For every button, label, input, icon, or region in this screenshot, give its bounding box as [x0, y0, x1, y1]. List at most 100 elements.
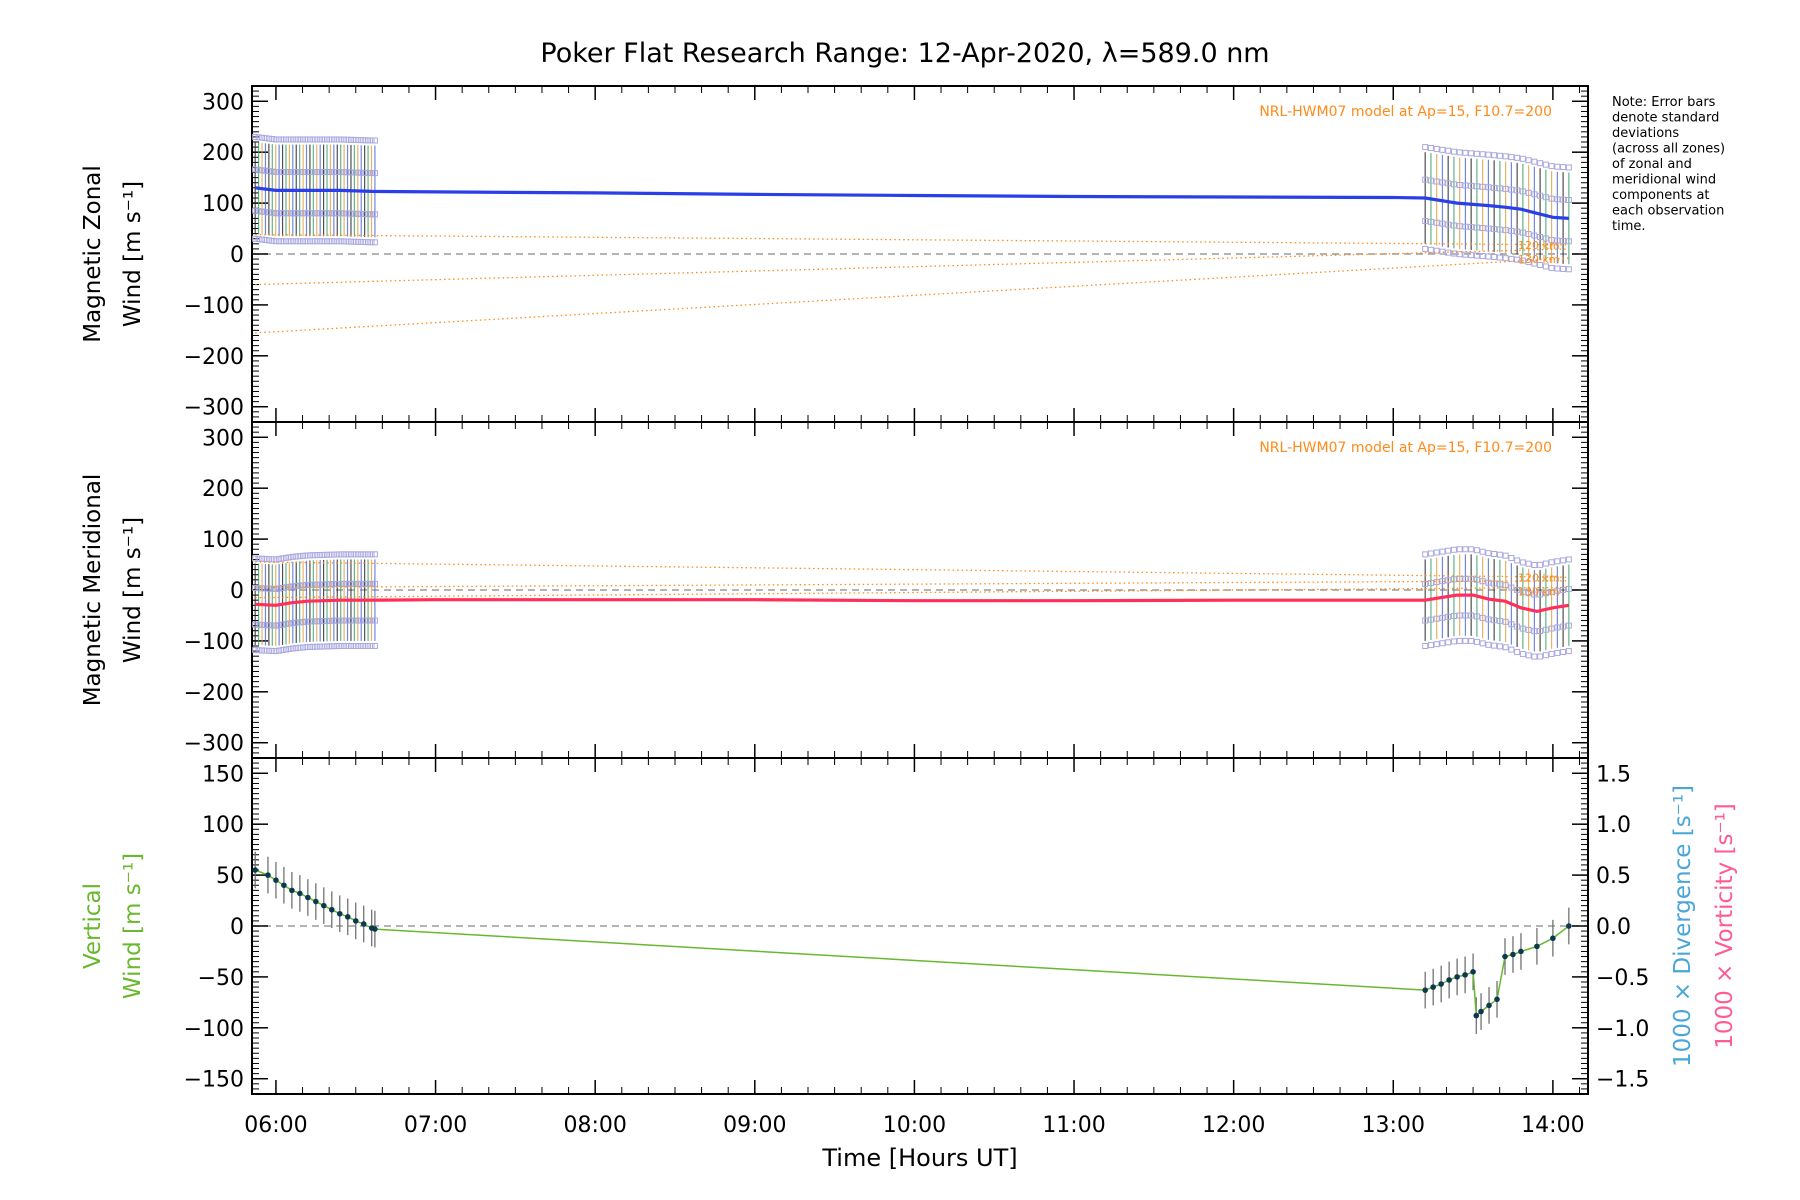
data-point: [1534, 943, 1540, 950]
zone-point: [282, 136, 289, 143]
zone-point: [317, 581, 324, 588]
zone-point: [341, 643, 348, 649]
zone-point: [293, 619, 300, 626]
zone-point: [1445, 249, 1452, 256]
zone-point: [303, 582, 310, 589]
data-points: [252, 867, 1572, 1019]
zone-point: [1485, 579, 1492, 586]
zone-point: [354, 210, 361, 217]
x-tick-label: 06:00: [244, 1113, 307, 1138]
zone-point: [1473, 547, 1480, 554]
zone-point: [1519, 229, 1526, 236]
zone-point: [1502, 582, 1509, 589]
data-point: [1478, 1008, 1484, 1015]
y-axis-label: Vertical: [80, 883, 106, 969]
zone-point: [1525, 231, 1532, 238]
zone-point: [1433, 247, 1440, 254]
x-tick-label: 07:00: [404, 1113, 467, 1138]
y2-tick-label: −1.0: [1596, 1017, 1649, 1042]
x-tick-label: 10:00: [883, 1113, 946, 1138]
zone-point: [341, 238, 348, 245]
zone-point: [289, 238, 296, 245]
zone-point: [327, 581, 334, 588]
zone-point: [320, 643, 327, 650]
zone-point: [306, 136, 313, 143]
zone-point: [368, 211, 375, 218]
zone-point: [351, 551, 358, 558]
zone-point: [368, 137, 375, 144]
y2-axis-label-vorticity: 1000 × Vorticity [s⁻¹]: [1712, 803, 1738, 1049]
figure-title: Poker Flat Research Range: 12-Apr-2020, …: [540, 38, 1269, 69]
zone-point: [303, 552, 310, 559]
data-point: [1430, 984, 1436, 990]
zone-point: [276, 622, 283, 629]
zone-point: [313, 643, 320, 650]
zone-point: [310, 643, 317, 650]
zone-point: [317, 643, 324, 650]
altitude-label: 120 km: [1518, 571, 1560, 584]
zone-point: [300, 238, 307, 245]
zone-point: [1560, 196, 1567, 203]
zone-point: [1519, 625, 1526, 632]
zone-point: [371, 170, 378, 177]
zone-point: [1491, 184, 1498, 191]
zone-point: [1560, 586, 1567, 593]
zone-point: [1514, 649, 1521, 656]
y-axis-label: Wind [m s⁻¹]: [120, 853, 146, 999]
data-point: [1518, 948, 1524, 955]
zone-point: [320, 210, 327, 217]
zone-point: [358, 210, 365, 217]
plot-frame: [251, 421, 1589, 759]
zone-point: [337, 136, 344, 143]
zone-point: [1548, 264, 1555, 271]
zone-point: [371, 137, 378, 144]
zone-point: [351, 643, 358, 649]
y-tick-label: −100: [184, 630, 244, 655]
zone-point: [1525, 189, 1532, 196]
zone-point: [276, 555, 283, 562]
zone-point: [303, 618, 310, 625]
zone-point: [282, 646, 289, 653]
zone-point: [306, 238, 313, 245]
zone-point: [330, 643, 337, 650]
zone-point: [1473, 150, 1480, 157]
zone-point: [368, 239, 375, 246]
zone-point: [313, 210, 320, 217]
zone-point: [300, 619, 307, 626]
zone-point: [1508, 255, 1515, 262]
zone-point: [1542, 626, 1549, 633]
zone-point: [296, 136, 303, 143]
zone-point: [1519, 651, 1526, 658]
zone-point: [361, 137, 368, 144]
zone-point: [368, 617, 375, 624]
zone-point: [1479, 151, 1486, 158]
zone-point: [351, 617, 358, 624]
zone-point: [344, 643, 351, 649]
zone-point: [1427, 145, 1434, 152]
zone-point: [1456, 575, 1463, 582]
zone-point: [1502, 618, 1509, 625]
zone-point: [358, 643, 365, 649]
zone-point: [313, 169, 320, 176]
zone-point: [276, 585, 283, 592]
zone-point: [324, 238, 331, 245]
y-tick-label: 100: [202, 813, 244, 838]
data-point: [352, 918, 359, 924]
zone-point: [344, 580, 351, 587]
error-bars: [252, 133, 1572, 273]
zone-point: [365, 137, 372, 144]
zone-point: [313, 581, 320, 588]
zone-point: [317, 169, 324, 176]
zone-point: [324, 136, 331, 143]
zone-point: [259, 647, 266, 654]
zone-point: [255, 621, 262, 628]
zone-point: [293, 169, 300, 176]
zone-point: [341, 617, 348, 624]
zone-point: [313, 238, 320, 245]
zone-point: [1462, 223, 1469, 230]
zone-point: [1548, 650, 1555, 657]
model-line: [255, 257, 1569, 334]
zone-point: [1450, 546, 1457, 553]
zone-point: [351, 136, 358, 143]
zone-point: [365, 551, 372, 558]
